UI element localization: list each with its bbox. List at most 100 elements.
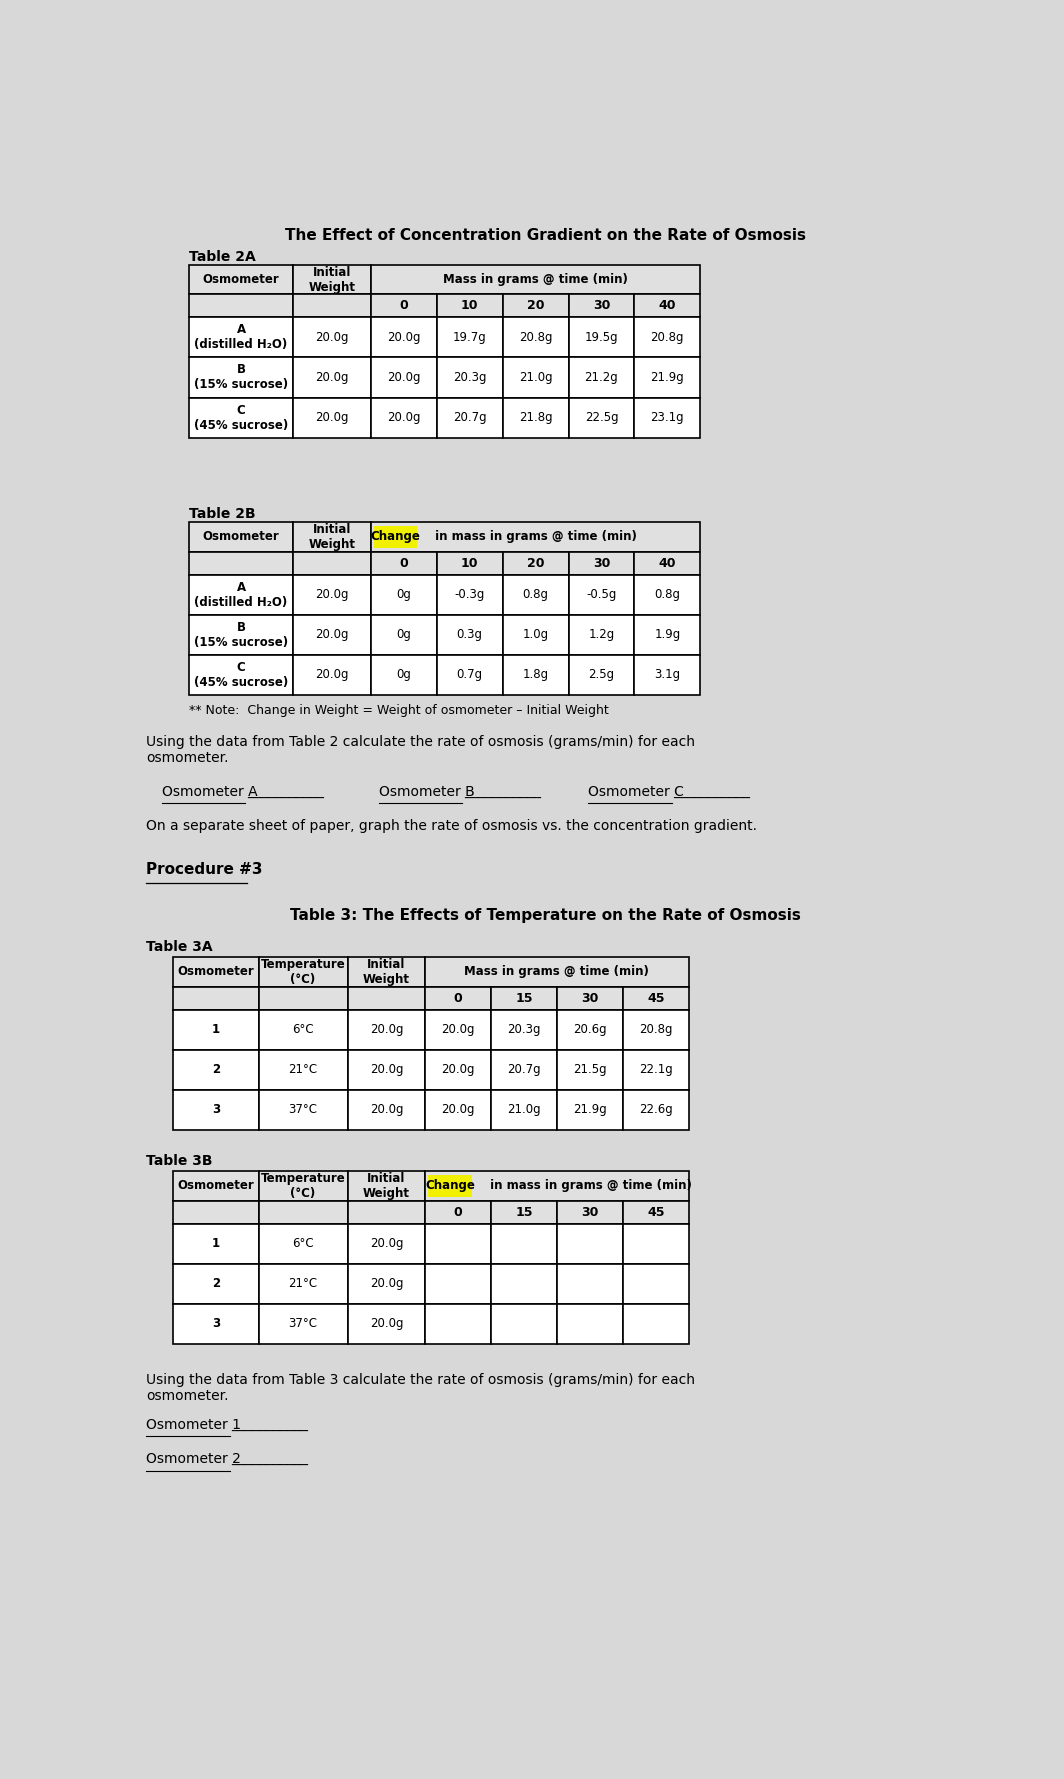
Bar [371,265,700,294]
Text: Osmometer A: Osmometer A [162,785,257,799]
Bar [348,957,426,987]
Bar [437,294,502,317]
Bar [173,1201,259,1224]
Text: Initial
Weight: Initial Weight [309,523,355,551]
Text: Osmometer 2: Osmometer 2 [146,1452,242,1466]
Text: ** Note:  Change in Weight = Weight of osmometer – Initial Weight: ** Note: Change in Weight = Weight of os… [188,704,609,717]
Bar [492,987,556,1010]
Text: 0g: 0g [397,669,412,681]
Text: 30: 30 [581,991,599,1005]
Bar [426,1010,492,1050]
Text: Osmometer: Osmometer [178,1179,254,1192]
Text: 20.0g: 20.0g [369,1236,403,1251]
Bar [371,523,700,551]
Bar [188,575,294,616]
Text: 20.0g: 20.0g [315,628,349,640]
Text: ___________: ___________ [674,785,750,799]
Bar [634,616,700,655]
Bar [173,1091,259,1130]
Bar [348,1263,426,1304]
Bar [634,317,700,358]
Text: B
(15% sucrose): B (15% sucrose) [194,363,288,391]
Text: 10: 10 [461,299,479,313]
Bar [371,294,437,317]
Bar [556,1304,622,1343]
Bar [502,616,568,655]
Text: Table 3A: Table 3A [146,941,213,954]
Bar [294,358,371,397]
Text: Mass in grams @ time (min): Mass in grams @ time (min) [465,966,649,978]
Text: 0.8g: 0.8g [654,589,680,601]
Bar [556,1224,622,1263]
Text: ___________: ___________ [464,785,541,799]
Text: 20: 20 [527,299,545,313]
Text: -0.5g: -0.5g [586,589,617,601]
Bar [437,551,502,575]
Text: 20.8g: 20.8g [519,331,552,343]
Bar [622,1091,688,1130]
Bar [294,551,371,575]
Text: 20.0g: 20.0g [387,331,420,343]
Text: 15: 15 [515,1206,533,1219]
Text: A
(distilled H₂O): A (distilled H₂O) [195,324,287,352]
Bar [294,265,371,294]
Text: 1.2g: 1.2g [588,628,615,640]
Bar [502,575,568,616]
Bar [634,551,700,575]
Text: 21.2g: 21.2g [584,372,618,384]
Text: On a separate sheet of paper, graph the rate of osmosis vs. the concentration gr: On a separate sheet of paper, graph the … [146,820,758,834]
Bar [259,1091,348,1130]
Text: 0: 0 [453,991,463,1005]
Text: 20.0g: 20.0g [442,1103,475,1115]
Text: 0: 0 [399,299,409,313]
Text: 20.0g: 20.0g [315,669,349,681]
Text: ___________: ___________ [232,1418,309,1432]
Bar [622,1304,688,1343]
Bar [426,957,688,987]
Text: 0.8g: 0.8g [522,589,549,601]
Text: 20.0g: 20.0g [369,1316,403,1331]
Text: 20.8g: 20.8g [650,331,684,343]
Text: Change: Change [370,530,420,543]
Text: 20: 20 [527,557,545,569]
Text: 3: 3 [212,1103,220,1115]
Bar [173,957,259,987]
Bar [371,655,437,696]
Bar [173,1010,259,1050]
Text: 23.1g: 23.1g [650,411,684,423]
Bar [437,317,502,358]
Bar [568,358,634,397]
Text: B
(15% sucrose): B (15% sucrose) [194,621,288,649]
Bar [259,1171,348,1201]
Text: 6°C: 6°C [293,1023,314,1035]
Bar [622,1263,688,1304]
Text: 2: 2 [212,1064,220,1076]
Bar [502,317,568,358]
Bar [426,1304,492,1343]
Text: 20.3g: 20.3g [508,1023,541,1035]
Text: C
(45% sucrose): C (45% sucrose) [194,404,288,432]
Text: in mass in grams @ time (min): in mass in grams @ time (min) [431,530,637,543]
Text: 21.8g: 21.8g [519,411,552,423]
Bar [188,358,294,397]
Bar [371,575,437,616]
Text: 40: 40 [659,557,676,569]
Text: 20.7g: 20.7g [453,411,486,423]
Bar [173,1050,259,1091]
Text: -0.3g: -0.3g [454,589,485,601]
Bar [188,265,294,294]
Bar [622,987,688,1010]
Text: Mass in grams @ time (min): Mass in grams @ time (min) [444,274,628,286]
Bar [622,1050,688,1091]
Text: Table 3: The Effects of Temperature on the Rate of Osmosis: Table 3: The Effects of Temperature on t… [289,907,801,923]
Text: 21.5g: 21.5g [573,1064,606,1076]
Bar [502,358,568,397]
Bar [634,294,700,317]
Bar [188,551,294,575]
Text: 30: 30 [593,557,610,569]
Text: 20.8g: 20.8g [639,1023,672,1035]
Bar [173,987,259,1010]
Text: 19.5g: 19.5g [585,331,618,343]
Bar [294,616,371,655]
Bar [492,1263,556,1304]
